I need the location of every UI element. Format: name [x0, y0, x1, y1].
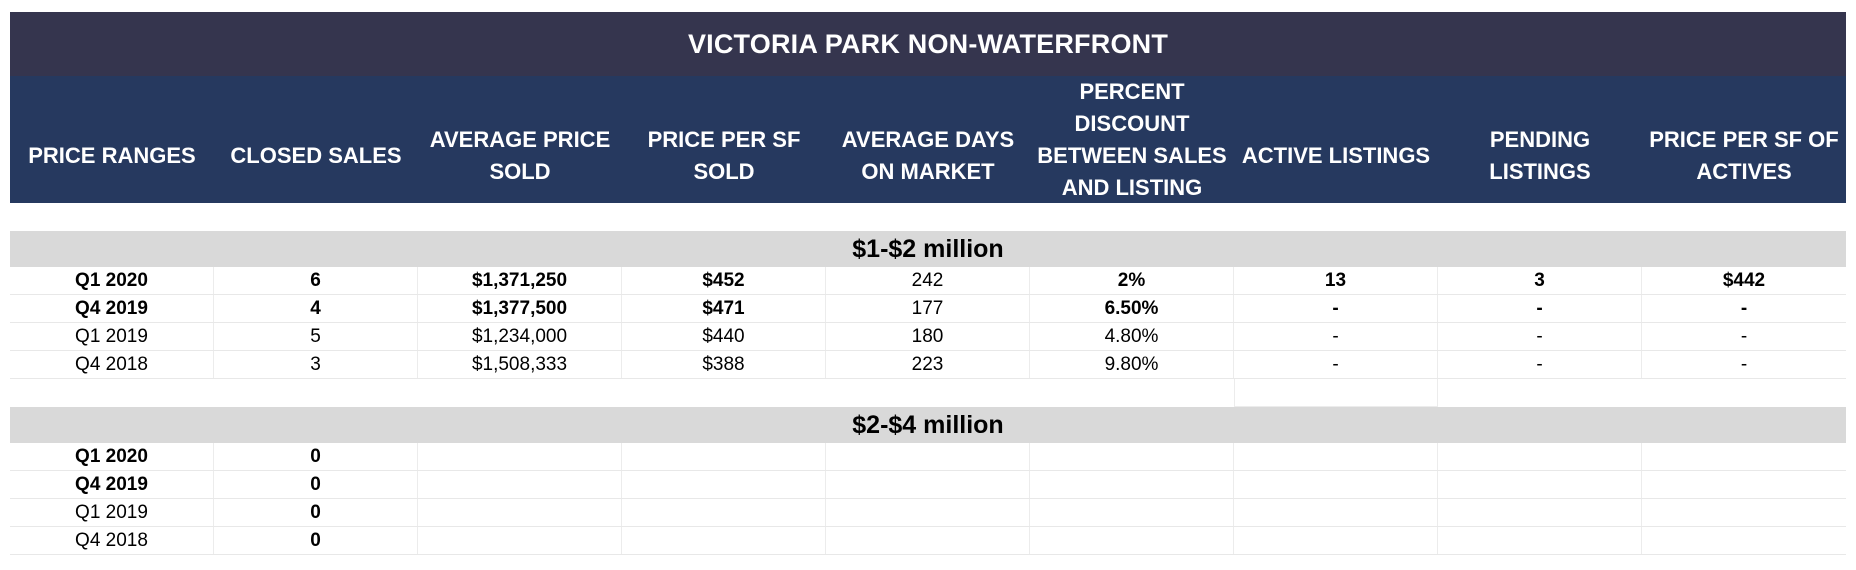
header-average-days-on-market: AVERAGE DAYS ON MARKET — [841, 127, 1015, 184]
cell-period: Q4 2018 — [10, 527, 214, 554]
header-price-per-sf-actives: PRICE PER SF OF ACTIVES — [1649, 127, 1839, 184]
cell-avg-days-on-market — [826, 471, 1030, 498]
cell-avg-price-sold: $1,508,333 — [418, 351, 622, 378]
cell-avg-days-on-market — [826, 443, 1030, 470]
cell-period: Q1 2019 — [10, 499, 214, 526]
cell-price-per-sf-actives: - — [1740, 298, 1748, 319]
cell-avg-price-sold: $1,371,250 — [418, 267, 622, 294]
header-active-listings: ACTIVE LISTINGS — [1241, 143, 1431, 168]
cell-percent-discount — [1030, 527, 1234, 554]
header-average-price-sold: AVERAGE PRICE SOLD — [429, 127, 611, 184]
cell-avg-price-sold: $1,377,500 — [418, 295, 622, 322]
cell-pending-listings: - — [1438, 295, 1642, 322]
cell-closed-sales: 0 — [214, 443, 418, 470]
cell-price-per-sf-sold — [622, 499, 826, 526]
cell-price-per-sf-sold — [622, 443, 826, 470]
cell-percent-discount: 6.50% — [1030, 295, 1234, 322]
header-price-per-sf-sold: PRICE PER SF SOLD — [647, 127, 801, 184]
report-table: VICTORIA PARK NON-WATERFRONT PRICE RANGE… — [10, 12, 1846, 555]
cell-pending-listings — [1438, 499, 1642, 526]
header-gap — [10, 203, 1846, 231]
cell-avg-price-sold — [418, 443, 622, 470]
cell-closed-sales: 0 — [214, 499, 418, 526]
section-band-2-4-million: $2-$4 million — [10, 407, 1846, 443]
cell-price-per-sf-actives — [1642, 471, 1846, 498]
header-pending-listings: PENDING LISTINGS — [1489, 127, 1591, 184]
cell-price-per-sf-sold — [622, 527, 826, 554]
cell-pending-listings: - — [1438, 351, 1642, 378]
cell-percent-discount — [1030, 443, 1234, 470]
cell-period: Q1 2019 — [10, 323, 214, 350]
cell-price-per-sf-actives: - — [1740, 326, 1748, 347]
report-title: VICTORIA PARK NON-WATERFRONT — [10, 12, 1846, 76]
cell-closed-sales: 0 — [214, 471, 418, 498]
cell-price-per-sf-actives — [1642, 527, 1846, 554]
cell-pending-listings — [1438, 443, 1642, 470]
cell-percent-discount: 2% — [1030, 267, 1234, 294]
cell-pending-listings: - — [1438, 323, 1642, 350]
cell-closed-sales: 3 — [214, 351, 418, 378]
cell-avg-days-on-market — [826, 499, 1030, 526]
cell-period: Q4 2019 — [10, 295, 214, 322]
cell-avg-price-sold: $1,234,000 — [418, 323, 622, 350]
cell-avg-days-on-market: 223 — [826, 351, 1030, 378]
table-row: Q4 2018 0 — [10, 527, 1846, 555]
cell-avg-price-sold — [418, 499, 622, 526]
cell-active-listings — [1234, 527, 1438, 554]
table-row: Q4 2019 0 — [10, 471, 1846, 499]
cell-period: Q4 2018 — [10, 351, 214, 378]
cell-active-listings — [1234, 499, 1438, 526]
cell-closed-sales: 0 — [214, 527, 418, 554]
cell-active-listings: 13 — [1234, 267, 1438, 294]
cell-active-listings — [1234, 471, 1438, 498]
cell-avg-days-on-market: 242 — [826, 267, 1030, 294]
cell-active-listings: - — [1234, 351, 1438, 378]
cell-price-per-sf-sold: $452 — [622, 267, 826, 294]
cell-closed-sales: 5 — [214, 323, 418, 350]
section-spacer — [10, 379, 1846, 407]
cell-price-per-sf-sold: $440 — [622, 323, 826, 350]
cell-pending-listings: 3 — [1438, 267, 1642, 294]
cell-price-per-sf-sold: $471 — [622, 295, 826, 322]
cell-period: Q4 2019 — [10, 471, 214, 498]
cell-avg-price-sold — [418, 527, 622, 554]
cell-price-per-sf-actives — [1642, 443, 1846, 470]
section-band-1-2-million: $1-$2 million — [10, 231, 1846, 267]
cell-percent-discount: 9.80% — [1030, 351, 1234, 378]
cell-active-listings: - — [1234, 323, 1438, 350]
cell-active-listings: - — [1234, 295, 1438, 322]
table-row: Q1 2019 5 $1,234,000 $440 180 4.80% - - … — [10, 323, 1846, 351]
cell-price-per-sf-actives — [1642, 499, 1846, 526]
cell-pending-listings — [1438, 471, 1642, 498]
cell-percent-discount — [1030, 471, 1234, 498]
cell-price-per-sf-actives: $442 — [1722, 270, 1766, 291]
cell-avg-days-on-market — [826, 527, 1030, 554]
cell-closed-sales: 6 — [214, 267, 418, 294]
cell-avg-price-sold — [418, 471, 622, 498]
cell-pending-listings — [1438, 527, 1642, 554]
cell-closed-sales: 4 — [214, 295, 418, 322]
column-header-row: PRICE RANGES CLOSED SALES AVERAGE PRICE … — [10, 76, 1846, 232]
cell-active-listings — [1234, 443, 1438, 470]
cell-period: Q1 2020 — [10, 443, 214, 470]
cell-percent-discount: 4.80% — [1030, 323, 1234, 350]
cell-price-per-sf-actives: - — [1740, 354, 1748, 375]
header-price-ranges: PRICE RANGES — [28, 143, 196, 168]
cell-percent-discount — [1030, 499, 1234, 526]
cell-price-per-sf-sold: $388 — [622, 351, 826, 378]
cell-avg-days-on-market: 177 — [826, 295, 1030, 322]
table-row: Q1 2020 6 $1,371,250 $452 242 2% 13 3 $4… — [10, 267, 1846, 295]
header-closed-sales: CLOSED SALES — [230, 143, 402, 168]
header-percent-discount: PERCENT DISCOUNT BETWEEN SALES AND LISTI… — [1037, 79, 1227, 232]
table-row: Q4 2019 4 $1,377,500 $471 177 6.50% - - … — [10, 295, 1846, 323]
cell-avg-days-on-market: 180 — [826, 323, 1030, 350]
table-row: Q4 2018 3 $1,508,333 $388 223 9.80% - - … — [10, 351, 1846, 379]
table-row: Q1 2019 0 — [10, 499, 1846, 527]
cell-price-per-sf-sold — [622, 471, 826, 498]
table-row: Q1 2020 0 — [10, 443, 1846, 471]
cell-period: Q1 2020 — [10, 267, 214, 294]
